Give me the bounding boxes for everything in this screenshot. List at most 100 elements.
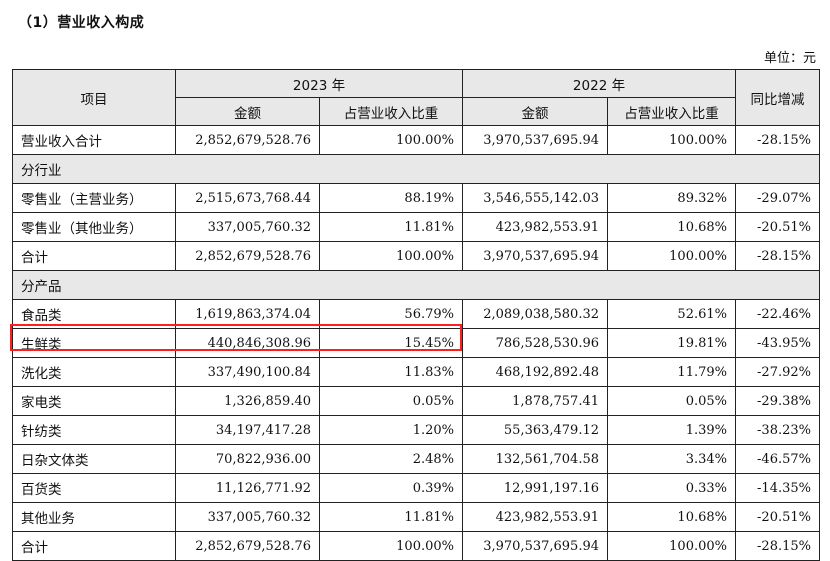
table-row: 合计 2,852,679,528.76 100.00% 3,970,537,695.9…	[12, 241, 820, 271]
amount-2022: 468,192,892.48	[462, 357, 608, 387]
header-year-2023: 2023 年	[175, 69, 463, 98]
row-label: 百货类	[12, 473, 176, 503]
amount-2023: 11,126,771.92	[175, 473, 320, 503]
yoy-change: -43.95%	[735, 328, 820, 358]
header-ratio-2023: 占营业收入比重	[319, 97, 463, 126]
revenue-composition-table: 项目 2023 年 2022 年 同比增减 金额 占营业收入比重 金额 占营业收…	[12, 69, 820, 561]
ratio-2023: 56.79%	[319, 299, 463, 329]
amount-2023: 337,005,760.32	[175, 502, 320, 532]
yoy-change: -28.15%	[735, 531, 820, 561]
header-amount-2022: 金额	[462, 97, 608, 126]
table-row: 零售业（主营业务） 2,515,673,768.44 88.19% 3,546,555…	[12, 183, 820, 213]
amount-2023: 1,326,859.40	[175, 386, 320, 416]
amount-2023: 2,852,679,528.76	[175, 531, 320, 561]
ratio-2022: 11.79%	[607, 357, 736, 387]
ratio-2022: 100.00%	[607, 531, 736, 561]
table-row: 洗化类 337,490,100.84 11.83% 468,192,892.48 11.…	[12, 357, 820, 387]
ratio-2023: 11.83%	[319, 357, 463, 387]
amount-2023: 70,822,936.00	[175, 444, 320, 474]
ratio-2022: 10.68%	[607, 502, 736, 532]
ratio-2023: 2.48%	[319, 444, 463, 474]
header-ratio-2022: 占营业收入比重	[607, 97, 736, 126]
table-row: 合计 2,852,679,528.76 100.00% 3,970,537,695.9…	[12, 531, 820, 561]
ratio-2023: 0.05%	[319, 386, 463, 416]
row-label: 生鲜类	[12, 328, 176, 358]
ratio-2023: 100.00%	[319, 125, 463, 155]
amount-2023: 2,515,673,768.44	[175, 183, 320, 213]
row-label: 针纺类	[12, 415, 176, 445]
amount-2022: 423,982,553.91	[462, 502, 608, 532]
ratio-2022: 1.39%	[607, 415, 736, 445]
row-label: 营业收入合计	[12, 125, 176, 155]
amount-2022: 55,363,479.12	[462, 415, 608, 445]
table-row: 营业收入合计 2,852,679,528.76 100.00% 3,970,537,6…	[12, 125, 820, 155]
header-row-years: 项目 2023 年 2022 年 同比增减	[12, 69, 820, 126]
ratio-2023: 11.81%	[319, 502, 463, 532]
ratio-2022: 89.32%	[607, 183, 736, 213]
row-label: 洗化类	[12, 357, 176, 387]
ratio-2022: 100.00%	[607, 125, 736, 155]
yoy-change: -14.35%	[735, 473, 820, 503]
ratio-2023: 0.39%	[319, 473, 463, 503]
row-label: 零售业（其他业务）	[12, 212, 176, 242]
amount-2022: 3,546,555,142.03	[462, 183, 608, 213]
row-label: 零售业（主营业务）	[12, 183, 176, 213]
table-row: 日杂文体类 70,822,936.00 2.48% 132,561,704.58 3.3…	[12, 444, 820, 474]
amount-2023: 337,490,100.84	[175, 357, 320, 387]
table-row: 百货类 11,126,771.92 0.39% 12,991,197.16 0.33% -…	[12, 473, 820, 503]
yoy-change: -29.38%	[735, 386, 820, 416]
amount-2022: 423,982,553.91	[462, 212, 608, 242]
table-body: 营业收入合计 2,852,679,528.76 100.00% 3,970,537,6…	[12, 125, 820, 561]
header-row-subcolumns: 金额 占营业收入比重 金额 占营业收入比重	[13, 97, 820, 126]
section-heading: （1）营业收入构成	[18, 15, 145, 31]
yoy-change: -38.23%	[735, 415, 820, 445]
yoy-change: -28.15%	[735, 125, 820, 155]
ratio-2023: 11.81%	[319, 212, 463, 242]
yoy-change: -22.46%	[735, 299, 820, 329]
amount-2022: 786,528,530.96	[462, 328, 608, 358]
row-label: 日杂文体类	[12, 444, 176, 474]
header-year-2022: 2022 年	[462, 69, 736, 98]
table-row: 家电类 1,326,859.40 0.05% 1,878,757.41 0.05% -29…	[12, 386, 820, 416]
amount-2022: 3,970,537,695.94	[462, 241, 608, 271]
ratio-2022: 19.81%	[607, 328, 736, 358]
yoy-change: -27.92%	[735, 357, 820, 387]
amount-2022: 2,089,038,580.32	[462, 299, 608, 329]
ratio-2023: 88.19%	[319, 183, 463, 213]
table-row: 食品类 1,619,863,374.04 56.79% 2,089,038,580.3…	[12, 299, 820, 329]
amount-2022: 12,991,197.16	[462, 473, 608, 503]
ratio-2023: 100.00%	[319, 241, 463, 271]
unit-label: 单位：元	[763, 51, 816, 66]
ratio-2022: 0.05%	[607, 386, 736, 416]
amount-2023: 440,846,308.96	[175, 328, 320, 358]
ratio-2022: 0.33%	[607, 473, 736, 503]
row-label: 合计	[12, 531, 176, 561]
header-item: 项目	[12, 69, 176, 126]
row-label: 家电类	[12, 386, 176, 416]
section-label: 分产品	[12, 270, 820, 300]
row-label: 合计	[12, 241, 176, 271]
header-yoy: 同比增减	[735, 69, 820, 126]
ratio-2023: 1.20%	[319, 415, 463, 445]
row-label: 其他业务	[12, 502, 176, 532]
section-row: 分行业	[12, 154, 820, 184]
yoy-change: -46.57%	[735, 444, 820, 474]
section-label: 分行业	[12, 154, 820, 184]
yoy-change: -20.51%	[735, 502, 820, 532]
ratio-2023: 100.00%	[319, 531, 463, 561]
row-label: 食品类	[12, 299, 176, 329]
amount-2022: 3,970,537,695.94	[462, 531, 608, 561]
yoy-change: -20.51%	[735, 212, 820, 242]
amount-2023: 337,005,760.32	[175, 212, 320, 242]
amount-2022: 1,878,757.41	[462, 386, 608, 416]
table-row: 零售业（其他业务） 337,005,760.32 11.81% 423,982,553…	[12, 212, 820, 242]
ratio-2022: 10.68%	[607, 212, 736, 242]
amount-2022: 3,970,537,695.94	[462, 125, 608, 155]
yoy-change: -28.15%	[735, 241, 820, 271]
amount-2023: 2,852,679,528.76	[175, 241, 320, 271]
ratio-2023: 15.45%	[319, 328, 463, 358]
header-amount-2023: 金额	[175, 97, 320, 126]
section-row: 分产品	[12, 270, 820, 300]
table-row: 针纺类 34,197,417.28 1.20% 55,363,479.12 1.39% -…	[12, 415, 820, 445]
table-row-highlighted: 生鲜类 440,846,308.96 15.45% 786,528,530.96 19.…	[12, 328, 820, 358]
